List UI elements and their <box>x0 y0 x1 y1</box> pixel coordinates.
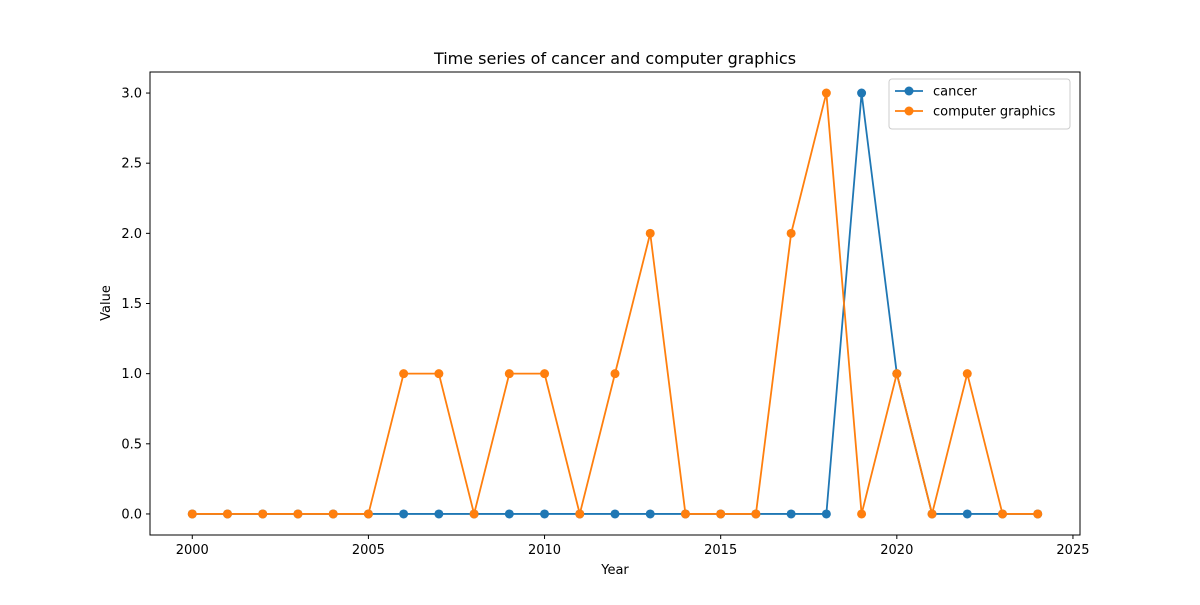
legend-label-computer-graphics: computer graphics <box>933 105 1056 120</box>
data-point-cancer <box>434 509 444 519</box>
x-tick-label: 2005 <box>352 543 385 558</box>
data-point-computer-graphics <box>187 509 197 519</box>
plot-frame <box>149 71 1081 536</box>
data-point-cancer <box>399 509 409 519</box>
data-point-computer-graphics <box>821 88 831 98</box>
y-tick-label: 0.5 <box>121 437 142 452</box>
chart-title: Time series of cancer and computer graph… <box>433 49 796 68</box>
data-point-computer-graphics <box>645 228 655 238</box>
y-tick-label: 2.5 <box>121 157 142 172</box>
x-axis-ticks: 2000 2005 2010 2015 2020 2025 <box>176 535 1090 558</box>
data-point-cancer <box>962 509 972 519</box>
x-tick-label: 2025 <box>1056 543 1089 558</box>
legend-marker-computer-graphics <box>904 106 914 116</box>
y-tick-label: 0.0 <box>121 507 142 522</box>
data-point-computer-graphics <box>1033 509 1043 519</box>
data-point-computer-graphics <box>892 369 902 379</box>
data-point-computer-graphics <box>399 369 409 379</box>
data-point-cancer <box>645 509 655 519</box>
y-tick-label: 3.0 <box>121 87 142 102</box>
y-axis-label: Value <box>99 285 114 321</box>
data-point-computer-graphics <box>258 509 268 519</box>
data-point-computer-graphics <box>610 369 620 379</box>
y-tick-label: 2.0 <box>121 227 142 242</box>
data-point-cancer <box>786 509 796 519</box>
y-axis-ticks: 0.0 0.5 1.0 1.5 2.0 2.5 3.0 <box>121 87 150 522</box>
legend-marker-cancer <box>904 86 914 96</box>
data-point-computer-graphics <box>716 509 726 519</box>
data-point-cancer <box>857 88 867 98</box>
x-tick-label: 2010 <box>528 543 561 558</box>
x-tick-label: 2000 <box>176 543 209 558</box>
series-line-cancer <box>192 92 1038 515</box>
data-point-computer-graphics <box>857 509 867 519</box>
data-point-computer-graphics <box>469 509 479 519</box>
data-point-computer-graphics <box>363 509 373 519</box>
x-tick-label: 2020 <box>880 543 913 558</box>
series-line-computer-graphics <box>192 92 1038 515</box>
legend-box <box>888 78 1071 130</box>
y-tick-label: 1.0 <box>121 367 142 382</box>
x-tick-label: 2015 <box>704 543 737 558</box>
data-point-computer-graphics <box>293 509 303 519</box>
y-tick-label: 1.5 <box>121 297 142 312</box>
data-point-computer-graphics <box>223 509 232 519</box>
data-point-computer-graphics <box>751 509 761 519</box>
x-axis-label: Year <box>600 563 629 578</box>
data-point-cancer <box>821 509 831 519</box>
data-point-computer-graphics <box>962 369 972 379</box>
legend: cancer computer graphics <box>888 78 1071 130</box>
data-point-cancer <box>540 509 550 519</box>
data-point-computer-graphics <box>680 509 690 519</box>
data-point-computer-graphics <box>786 228 796 238</box>
data-point-computer-graphics <box>998 509 1007 519</box>
legend-label-cancer: cancer <box>933 85 977 100</box>
data-point-computer-graphics <box>504 369 514 379</box>
data-point-computer-graphics <box>575 509 585 519</box>
data-point-computer-graphics <box>540 369 550 379</box>
series-layer <box>187 88 1043 519</box>
data-point-computer-graphics <box>927 509 937 519</box>
data-point-cancer <box>504 509 514 519</box>
data-point-cancer <box>610 509 620 519</box>
data-point-computer-graphics <box>434 369 444 379</box>
data-point-computer-graphics <box>328 509 338 519</box>
